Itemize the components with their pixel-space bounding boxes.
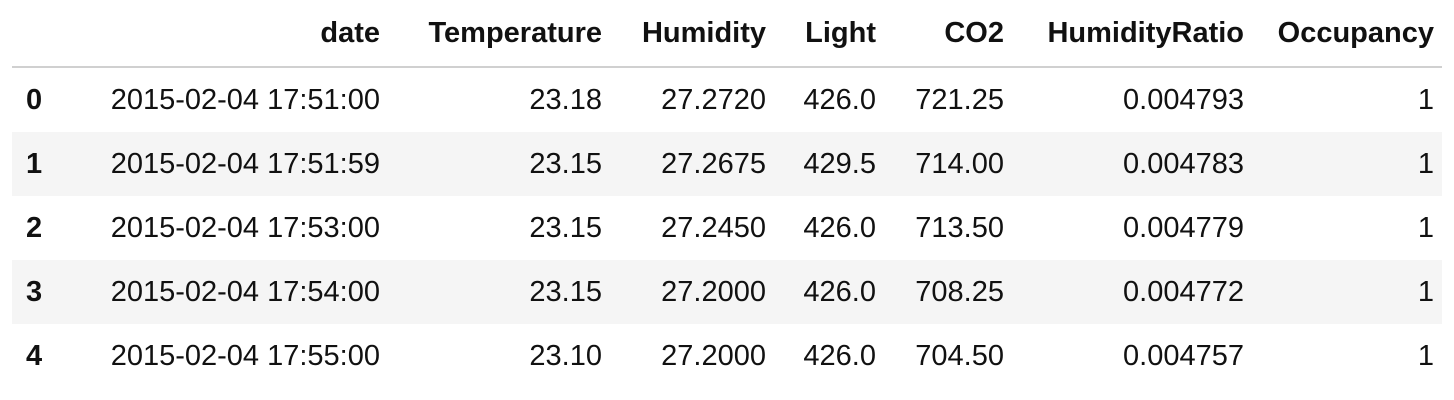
cell-date: 2015-02-04 17:53:00: [110, 211, 380, 244]
cell-humidity-ratio: 0.004772: [1123, 275, 1244, 308]
cell-humidity-ratio: 0.004793: [1123, 83, 1244, 116]
cell-light: 426.0: [803, 339, 876, 372]
table-header: date Temperature Humidity Light CO2 Humi…: [12, 0, 1442, 68]
table-row: 2 2015-02-04 17:53:00 23.15 27.2450 426.…: [12, 196, 1442, 260]
table-row: 0 2015-02-04 17:51:00 23.18 27.2720 426.…: [12, 67, 1442, 132]
cell-light: 429.5: [803, 147, 876, 180]
cell-co2: 713.50: [915, 211, 1004, 244]
cell-date: 2015-02-04 17:55:00: [110, 339, 380, 372]
cell-humidity: 27.2450: [661, 211, 766, 244]
table-row: 3 2015-02-04 17:54:00 23.15 27.2000 426.…: [12, 260, 1442, 324]
cell-co2: 704.50: [915, 339, 1004, 372]
cell-light: 426.0: [803, 83, 876, 116]
cell-humidity: 27.2000: [661, 275, 766, 308]
row-index: 0: [26, 83, 43, 116]
cell-temperature: 23.10: [529, 339, 602, 372]
cell-co2: 708.25: [915, 275, 1004, 308]
header-date: date: [70, 0, 388, 68]
cell-occupancy: 1: [1417, 339, 1434, 372]
cell-humidity: 27.2720: [661, 83, 766, 116]
header-row: date Temperature Humidity Light CO2 Humi…: [12, 0, 1442, 68]
dataframe-table: date Temperature Humidity Light CO2 Humi…: [12, 0, 1442, 388]
cell-co2: 714.00: [915, 147, 1004, 180]
header-light: Light: [774, 0, 884, 68]
cell-humidity: 27.2000: [661, 339, 766, 372]
row-index: 1: [26, 147, 43, 180]
cell-temperature: 23.18: [529, 83, 602, 116]
row-index: 2: [26, 211, 43, 244]
cell-temperature: 23.15: [529, 275, 602, 308]
cell-co2: 721.25: [915, 83, 1004, 116]
row-index: 3: [26, 275, 43, 308]
table-row: 4 2015-02-04 17:55:00 23.10 27.2000 426.…: [12, 324, 1442, 388]
dataframe-output: date Temperature Humidity Light CO2 Humi…: [12, 0, 1442, 388]
header-co2: CO2: [884, 0, 1012, 68]
cell-humidity-ratio: 0.004779: [1123, 211, 1244, 244]
table-row: 1 2015-02-04 17:51:59 23.15 27.2675 429.…: [12, 132, 1442, 196]
cell-temperature: 23.15: [529, 147, 602, 180]
cell-date: 2015-02-04 17:51:00: [110, 83, 380, 116]
cell-date: 2015-02-04 17:54:00: [110, 275, 380, 308]
header-index: [12, 0, 70, 68]
cell-humidity: 27.2675: [661, 147, 766, 180]
cell-humidity-ratio: 0.004757: [1123, 339, 1244, 372]
header-humidity: Humidity: [610, 0, 774, 68]
header-humidity-ratio: HumidityRatio: [1012, 0, 1252, 68]
row-index: 4: [26, 339, 43, 372]
cell-light: 426.0: [803, 211, 876, 244]
cell-occupancy: 1: [1417, 147, 1434, 180]
cell-temperature: 23.15: [529, 211, 602, 244]
table-body: 0 2015-02-04 17:51:00 23.18 27.2720 426.…: [12, 67, 1442, 388]
cell-occupancy: 1: [1417, 211, 1434, 244]
cell-date: 2015-02-04 17:51:59: [110, 147, 380, 180]
header-temperature: Temperature: [388, 0, 610, 68]
header-occupancy: Occupancy: [1252, 0, 1442, 68]
cell-humidity-ratio: 0.004783: [1123, 147, 1244, 180]
cell-occupancy: 1: [1417, 275, 1434, 308]
cell-light: 426.0: [803, 275, 876, 308]
cell-occupancy: 1: [1417, 83, 1434, 116]
